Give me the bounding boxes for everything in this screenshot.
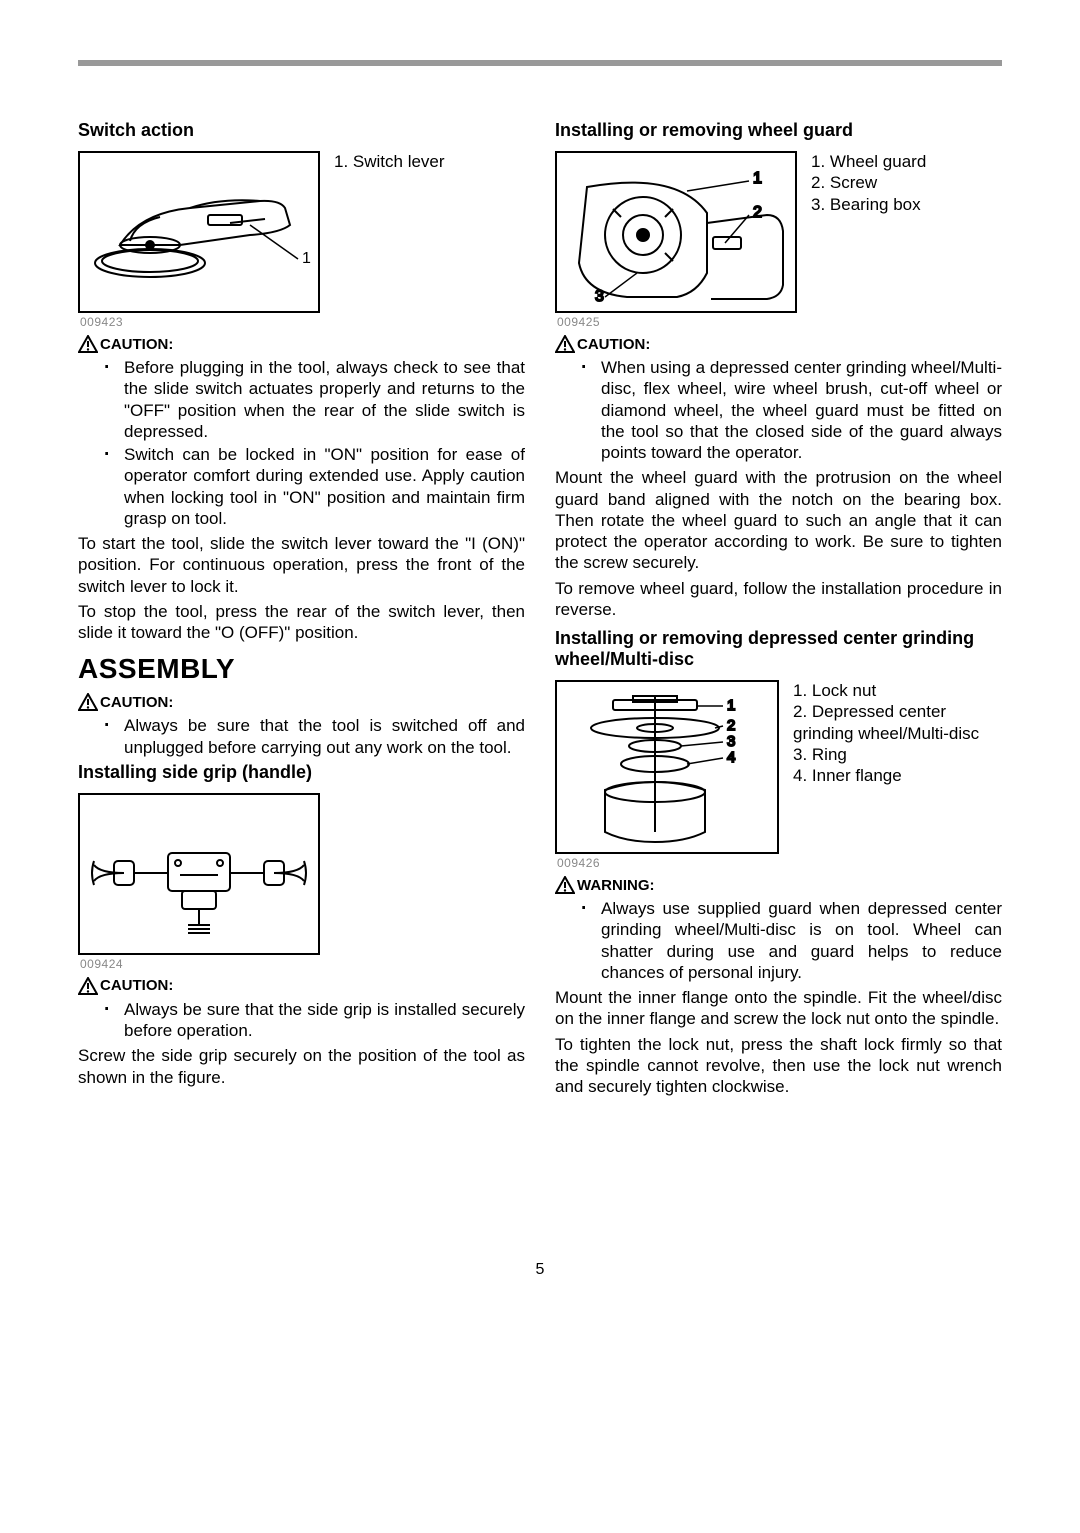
heading-switch-action: Switch action bbox=[78, 120, 525, 141]
caution-list: Always be sure that the tool is switched… bbox=[78, 715, 525, 758]
warning-list: Always use supplied guard when depressed… bbox=[555, 898, 1002, 983]
warning-triangle-icon bbox=[78, 977, 98, 995]
page-number: 5 bbox=[78, 1261, 1002, 1279]
caution-list: When using a depressed center grinding w… bbox=[555, 357, 1002, 463]
svg-text:3: 3 bbox=[595, 288, 604, 305]
warning-label: WARNING: bbox=[577, 877, 655, 894]
legend-item: 1. Switch lever bbox=[334, 151, 445, 172]
legend-wheel-guard: 1. Wheel guard 2. Screw 3. Bearing box bbox=[811, 151, 926, 215]
caution-list: Before plugging in the tool, always chec… bbox=[78, 357, 525, 529]
svg-text:2: 2 bbox=[753, 204, 762, 221]
warning-triangle-icon bbox=[555, 335, 575, 353]
warning-triangle-icon bbox=[78, 335, 98, 353]
caution-heading: CAUTION: bbox=[78, 693, 525, 711]
svg-text:2: 2 bbox=[727, 717, 735, 734]
legend-item: 2. Screw bbox=[811, 172, 926, 193]
figure-number: 009426 bbox=[557, 856, 1002, 870]
body-paragraph: To remove wheel guard, follow the instal… bbox=[555, 578, 1002, 621]
right-column: Installing or removing wheel guard 1 bbox=[555, 120, 1002, 1101]
body-paragraph: To stop the tool, press the rear of the … bbox=[78, 601, 525, 644]
warning-triangle-icon bbox=[555, 876, 575, 894]
warning-item: Always use supplied guard when depressed… bbox=[583, 898, 1002, 983]
body-paragraph: To tighten the lock nut, press the shaft… bbox=[555, 1034, 1002, 1098]
caution-item: Always be sure that the tool is switched… bbox=[106, 715, 525, 758]
caution-heading: CAUTION: bbox=[78, 977, 525, 995]
figure-number: 009423 bbox=[80, 315, 525, 329]
page-top-rule bbox=[78, 60, 1002, 66]
figure-depressed-center: 1 2 3 4 bbox=[555, 680, 779, 854]
caution-heading: CAUTION: bbox=[78, 335, 525, 353]
caution-heading: CAUTION: bbox=[555, 335, 1002, 353]
body-paragraph: Mount the wheel guard with the protrusio… bbox=[555, 467, 1002, 573]
legend-switch-action: 1. Switch lever bbox=[334, 151, 445, 172]
warning-heading: WARNING: bbox=[555, 876, 1002, 894]
body-paragraph: Screw the side grip securely on the posi… bbox=[78, 1045, 525, 1088]
caution-list: Always be sure that the side grip is ins… bbox=[78, 999, 525, 1042]
legend-item: 4. Inner flange bbox=[793, 765, 1002, 786]
heading-depressed-center: Installing or removing depressed center … bbox=[555, 628, 1002, 670]
legend-depressed-center: 1. Lock nut 2. Depressed center grinding… bbox=[793, 680, 1002, 786]
legend-item: 1. Lock nut bbox=[793, 680, 1002, 701]
svg-text:1: 1 bbox=[753, 170, 762, 187]
svg-text:1: 1 bbox=[727, 697, 735, 714]
heading-side-grip: Installing side grip (handle) bbox=[78, 762, 525, 783]
figure-wheel-guard: 1 2 3 bbox=[555, 151, 797, 313]
heading-assembly: ASSEMBLY bbox=[78, 653, 525, 685]
legend-item: 3. Ring bbox=[793, 744, 1002, 765]
caution-item: Before plugging in the tool, always chec… bbox=[106, 357, 525, 442]
figure-switch-action: 1 bbox=[78, 151, 320, 313]
svg-text:4: 4 bbox=[727, 749, 735, 766]
warning-triangle-icon bbox=[78, 693, 98, 711]
figure-number: 009425 bbox=[557, 315, 1002, 329]
figure-side-grip bbox=[78, 793, 320, 955]
body-paragraph: Mount the inner flange onto the spindle.… bbox=[555, 987, 1002, 1030]
heading-wheel-guard: Installing or removing wheel guard bbox=[555, 120, 1002, 141]
svg-text:3: 3 bbox=[727, 733, 735, 750]
caution-item: Always be sure that the side grip is ins… bbox=[106, 999, 525, 1042]
legend-item: 1. Wheel guard bbox=[811, 151, 926, 172]
left-column: Switch action bbox=[78, 120, 525, 1101]
svg-text:1: 1 bbox=[302, 250, 311, 267]
body-paragraph: To start the tool, slide the switch leve… bbox=[78, 533, 525, 597]
caution-item: When using a depressed center grinding w… bbox=[583, 357, 1002, 463]
caution-item: Switch can be locked in "ON" position fo… bbox=[106, 444, 525, 529]
legend-item: 2. Depressed center grinding wheel/Multi… bbox=[793, 701, 1002, 744]
legend-item: 3. Bearing box bbox=[811, 194, 926, 215]
figure-number: 009424 bbox=[80, 957, 525, 971]
